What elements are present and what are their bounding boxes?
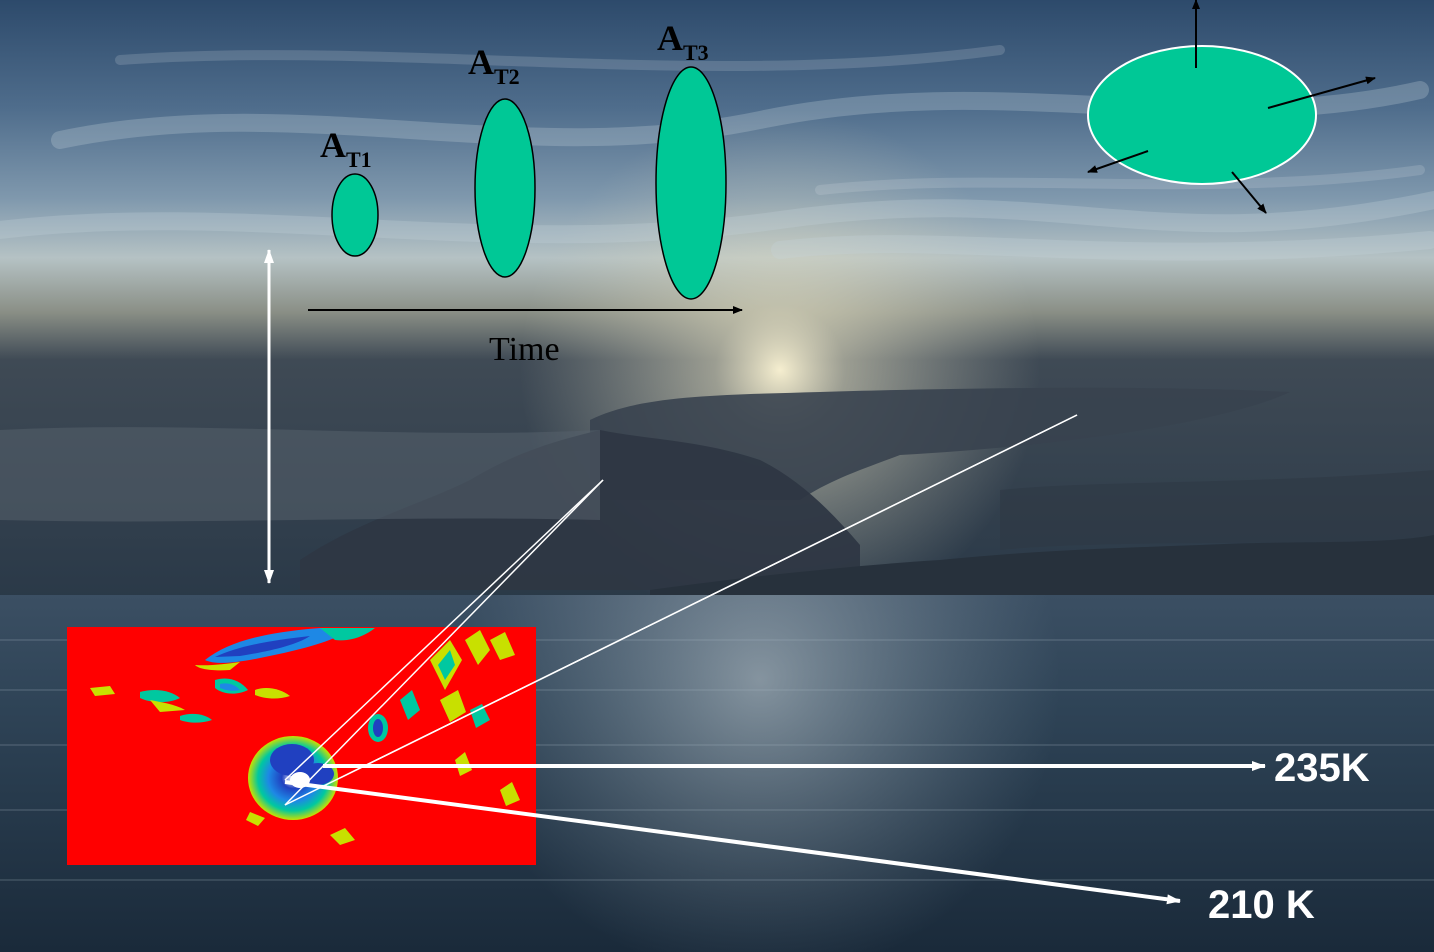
expansion-ellipse-icon (1087, 0, 1376, 214)
growth-ellipses-icon (331, 66, 727, 300)
label-210k: 210 K (1208, 883, 1315, 927)
projection-lines (284, 414, 1078, 806)
arrow-to-210k (284, 780, 1181, 905)
label-a-t2: AT2 (468, 42, 520, 89)
label-a-t3: AT3 (657, 18, 709, 65)
ellipse-t3 (655, 66, 727, 300)
time-label: Time (489, 331, 560, 368)
satellite-ir-image (67, 627, 536, 865)
ellipse-t1 (331, 173, 379, 257)
ellipse-t2 (474, 98, 536, 278)
label-a-t1: AT1 (320, 125, 372, 172)
label-235k: 235K (1274, 746, 1370, 790)
